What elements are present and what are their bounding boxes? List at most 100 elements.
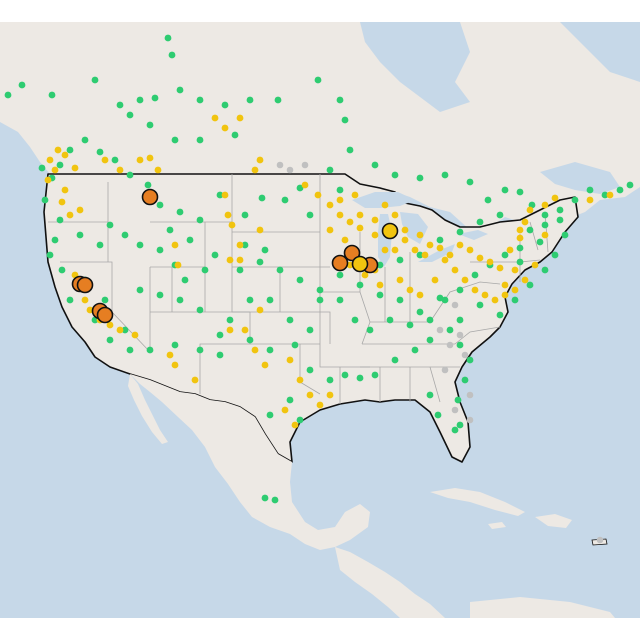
station-marker-yellow[interactable] bbox=[326, 201, 334, 209]
station-marker-yellow[interactable] bbox=[391, 211, 399, 219]
station-marker-green[interactable] bbox=[556, 206, 564, 214]
station-marker-yellow[interactable] bbox=[446, 251, 454, 259]
station-marker-yellow[interactable] bbox=[286, 356, 294, 364]
station-marker-green[interactable] bbox=[541, 211, 549, 219]
station-marker-yellow[interactable] bbox=[251, 166, 259, 174]
station-marker-yellow[interactable] bbox=[381, 246, 389, 254]
station-marker-green[interactable] bbox=[151, 94, 159, 102]
station-marker-yellow[interactable] bbox=[58, 198, 66, 206]
station-marker-yellow[interactable] bbox=[191, 376, 199, 384]
station-marker-yellow[interactable] bbox=[346, 218, 354, 226]
station-marker-yellow[interactable] bbox=[501, 281, 509, 289]
station-marker-yellow[interactable] bbox=[154, 166, 162, 174]
station-marker-green[interactable] bbox=[261, 494, 269, 502]
station-marker-yellow[interactable] bbox=[326, 226, 334, 234]
station-marker-yellow[interactable] bbox=[296, 376, 304, 384]
station-marker-green[interactable] bbox=[106, 221, 114, 229]
station-marker-green[interactable] bbox=[411, 346, 419, 354]
station-marker-green[interactable] bbox=[446, 326, 454, 334]
station-marker-yellow[interactable] bbox=[336, 196, 344, 204]
station-marker-green[interactable] bbox=[136, 241, 144, 249]
station-marker-yellow[interactable] bbox=[146, 154, 154, 162]
station-marker-green[interactable] bbox=[56, 216, 64, 224]
station-marker-yellow[interactable] bbox=[236, 256, 244, 264]
map-canvas[interactable] bbox=[0, 22, 640, 618]
station-marker-green[interactable] bbox=[396, 296, 404, 304]
station-marker-green[interactable] bbox=[461, 376, 469, 384]
station-marker-green[interactable] bbox=[456, 421, 464, 429]
station-marker-yellow[interactable] bbox=[516, 234, 524, 242]
station-marker-green[interactable] bbox=[536, 238, 544, 246]
station-marker-yellow[interactable] bbox=[336, 211, 344, 219]
station-marker-yellow[interactable] bbox=[521, 276, 529, 284]
station-marker-green[interactable] bbox=[511, 296, 519, 304]
station-marker-green[interactable] bbox=[346, 146, 354, 154]
station-marker-green[interactable] bbox=[376, 291, 384, 299]
station-marker-green[interactable] bbox=[221, 101, 229, 109]
station-marker-yellow[interactable] bbox=[406, 286, 414, 294]
station-marker-yellow[interactable] bbox=[211, 114, 219, 122]
station-marker-yellow-large[interactable] bbox=[351, 255, 369, 273]
station-marker-green[interactable] bbox=[241, 211, 249, 219]
station-marker-green[interactable] bbox=[58, 266, 66, 274]
station-marker-green[interactable] bbox=[406, 321, 414, 329]
station-marker-green[interactable] bbox=[296, 184, 304, 192]
station-marker-yellow[interactable] bbox=[251, 346, 259, 354]
station-marker-green[interactable] bbox=[456, 316, 464, 324]
station-marker-yellow[interactable] bbox=[226, 256, 234, 264]
station-marker-green[interactable] bbox=[336, 96, 344, 104]
station-marker-green[interactable] bbox=[351, 316, 359, 324]
station-marker-yellow[interactable] bbox=[316, 401, 324, 409]
station-marker-green[interactable] bbox=[216, 351, 224, 359]
station-marker-yellow[interactable] bbox=[511, 286, 519, 294]
station-marker-yellow[interactable] bbox=[256, 306, 264, 314]
station-marker-green[interactable] bbox=[376, 261, 384, 269]
station-marker-green[interactable] bbox=[266, 296, 274, 304]
station-marker-green[interactable] bbox=[341, 371, 349, 379]
station-marker-yellow[interactable] bbox=[431, 276, 439, 284]
station-marker-green[interactable] bbox=[456, 341, 464, 349]
station-marker-green[interactable] bbox=[484, 196, 492, 204]
station-marker-green[interactable] bbox=[541, 221, 549, 229]
station-marker-green[interactable] bbox=[316, 286, 324, 294]
station-marker-green[interactable] bbox=[196, 136, 204, 144]
station-marker-yellow[interactable] bbox=[256, 156, 264, 164]
station-marker-yellow[interactable] bbox=[46, 156, 54, 164]
station-marker-green[interactable] bbox=[101, 296, 109, 304]
station-marker-yellow[interactable] bbox=[371, 231, 379, 239]
station-marker-green[interactable] bbox=[371, 371, 379, 379]
station-marker-yellow[interactable] bbox=[116, 326, 124, 334]
station-marker-yellow[interactable] bbox=[606, 191, 614, 199]
station-marker-green[interactable] bbox=[91, 76, 99, 84]
station-marker-green[interactable] bbox=[286, 396, 294, 404]
station-marker-green[interactable] bbox=[38, 164, 46, 172]
station-marker-green[interactable] bbox=[66, 296, 74, 304]
station-marker-gray[interactable] bbox=[596, 536, 604, 544]
station-marker-green[interactable] bbox=[136, 96, 144, 104]
station-marker-yellow[interactable] bbox=[221, 191, 229, 199]
station-marker-green[interactable] bbox=[441, 296, 449, 304]
station-marker-green[interactable] bbox=[111, 156, 119, 164]
station-marker-green[interactable] bbox=[201, 266, 209, 274]
station-marker-yellow[interactable] bbox=[241, 326, 249, 334]
station-marker-green[interactable] bbox=[146, 121, 154, 129]
station-marker-green[interactable] bbox=[144, 181, 152, 189]
station-marker-green[interactable] bbox=[76, 231, 84, 239]
station-marker-yellow[interactable] bbox=[81, 296, 89, 304]
station-marker-green[interactable] bbox=[181, 276, 189, 284]
station-marker-green[interactable] bbox=[586, 186, 594, 194]
station-marker-green[interactable] bbox=[121, 231, 129, 239]
station-marker-green[interactable] bbox=[516, 188, 524, 196]
station-marker-green[interactable] bbox=[196, 96, 204, 104]
station-marker-green[interactable] bbox=[496, 311, 504, 319]
station-marker-green[interactable] bbox=[526, 281, 534, 289]
station-marker-yellow[interactable] bbox=[521, 218, 529, 226]
station-marker-green[interactable] bbox=[556, 216, 564, 224]
station-marker-yellow[interactable] bbox=[171, 361, 179, 369]
station-marker-green[interactable] bbox=[466, 178, 474, 186]
station-marker-yellow[interactable] bbox=[501, 291, 509, 299]
station-marker-yellow[interactable] bbox=[361, 271, 369, 279]
station-marker-yellow[interactable] bbox=[376, 281, 384, 289]
station-marker-yellow[interactable] bbox=[551, 194, 559, 202]
station-marker-green[interactable] bbox=[196, 216, 204, 224]
